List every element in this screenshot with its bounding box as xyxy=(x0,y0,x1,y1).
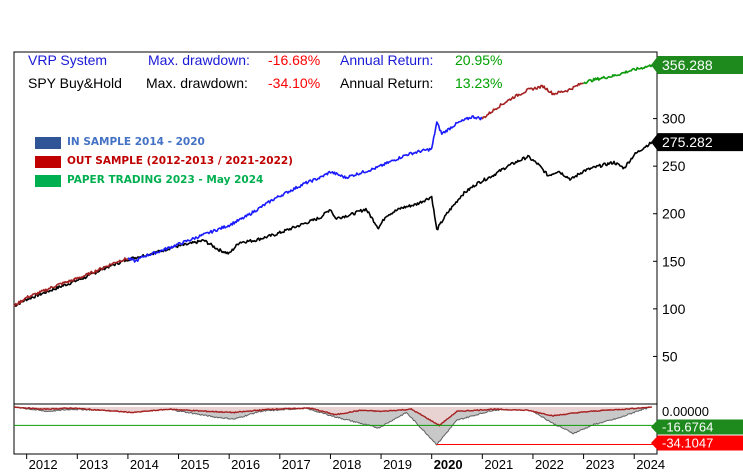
system-last-value-box xyxy=(651,56,743,75)
y-tick-label-300: 300 xyxy=(662,111,686,127)
legend-label-in-sample: IN SAMPLE 2014 - 2020 xyxy=(67,136,205,148)
y-tick-label-150: 150 xyxy=(662,253,686,269)
x-tick-label-2012: 2012 xyxy=(29,457,58,472)
y-tick-label-50: 50 xyxy=(662,348,678,364)
x-tick-label-2015: 2015 xyxy=(181,457,210,472)
x-tick-label-2021: 2021 xyxy=(484,457,513,472)
benchmark-name: SPY Buy&Hold xyxy=(28,75,122,91)
benchmark-return-value: 13.23% xyxy=(455,75,503,91)
benchmark-last-value-text: 275.282 xyxy=(662,134,713,150)
benchmark-line xyxy=(13,141,653,307)
x-tick-label-2020: 2020 xyxy=(434,457,463,472)
system-line-out_sample-0 xyxy=(13,257,129,307)
y-tick-label-200: 200 xyxy=(662,206,686,222)
benchmark-drawdown-value: -34.10% xyxy=(268,75,321,91)
x-tick-label-2013: 2013 xyxy=(79,457,108,472)
legend-label-paper: PAPER TRADING 2023 - May 2024 xyxy=(67,174,264,186)
x-tick-label-2019: 2019 xyxy=(383,457,412,472)
legend-swatch-in-sample xyxy=(35,137,61,149)
system-drawdown-area xyxy=(14,407,652,426)
system-drawdown-label: Max. drawdown: xyxy=(148,52,250,68)
benchmark-last-value-box xyxy=(651,133,743,152)
system-line-paper-3 xyxy=(583,64,653,85)
x-tick-label-2024: 2024 xyxy=(636,457,665,472)
y-tick-label-100: 100 xyxy=(662,301,686,317)
x-tick-label-2016: 2016 xyxy=(231,457,260,472)
benchmark-maxdd-label-box xyxy=(651,435,743,451)
x-tick-label-2018: 2018 xyxy=(332,457,361,472)
x-axis: 2012 2013 2014 2015 2016 2017 2018 2019 2020 2021… xyxy=(26,454,665,472)
system-return-value: 20.95% xyxy=(455,52,503,68)
drawdown-panel xyxy=(13,406,657,446)
system-drawdown-line xyxy=(14,406,652,427)
x-tick-label-2017: 2017 xyxy=(282,457,311,472)
system-return-label: Annual Return: xyxy=(340,52,434,68)
value-badges: 356.288 275.282 0.00000-16.6764-34.1047 xyxy=(651,56,743,451)
system-drawdown-value: -16.68% xyxy=(268,52,321,68)
legend-swatch-paper xyxy=(35,175,61,187)
system-last-value-text: 356.288 xyxy=(662,57,713,73)
y-tick-label-250: 250 xyxy=(662,158,686,174)
benchmark-maxdd-label-text: -34.1047 xyxy=(662,436,713,451)
y-axis: 50 100 150 200 250 300 xyxy=(653,111,686,364)
benchmark-drawdown-label: Max. drawdown: xyxy=(146,75,248,91)
system-line-in_sample-1 xyxy=(127,115,483,263)
drawdown-zero-label-text: 0.00000 xyxy=(662,404,709,419)
legend-label-out-sample: OUT SAMPLE (2012-2013 / 2021-2022) xyxy=(67,155,293,167)
main-plot-frame xyxy=(13,51,658,405)
system-maxdd-label-box xyxy=(651,419,743,435)
x-tick-label-2022: 2022 xyxy=(535,457,564,472)
x-tick-label-2014: 2014 xyxy=(130,457,159,472)
system-name: VRP System xyxy=(28,52,108,68)
equity-curves xyxy=(13,64,653,307)
legend-swatch-out-sample xyxy=(35,156,61,168)
system-maxdd-label-text: -16.6764 xyxy=(662,420,713,435)
benchmark-return-label: Annual Return: xyxy=(340,75,434,91)
system-line-out_sample-2 xyxy=(481,82,584,120)
x-tick-label-2023: 2023 xyxy=(586,457,615,472)
